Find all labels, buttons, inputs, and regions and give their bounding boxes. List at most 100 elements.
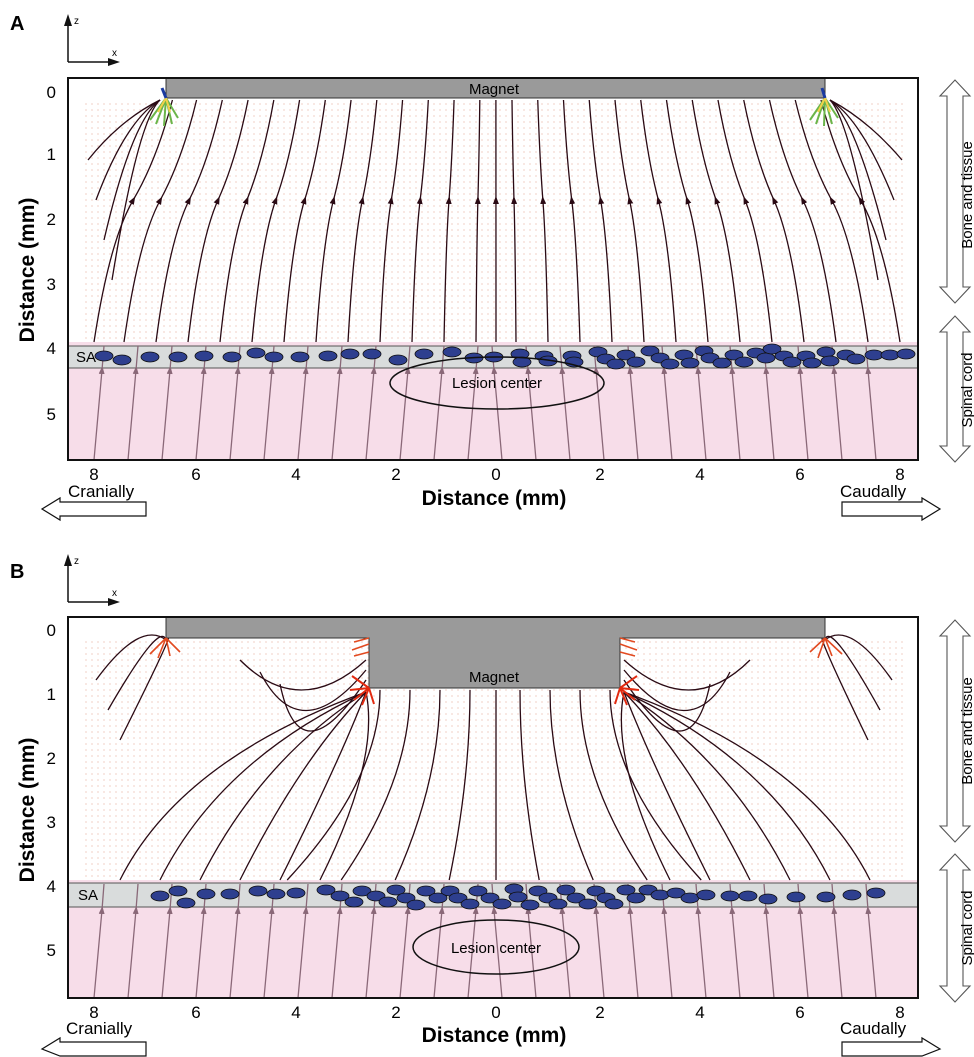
field-dot	[439, 187, 441, 189]
field-dot	[763, 187, 765, 189]
field-dot	[319, 109, 321, 111]
field-dot	[865, 241, 867, 243]
field-dot	[241, 247, 243, 249]
field-dot	[151, 235, 153, 237]
field-dot	[847, 205, 849, 207]
field-dot	[193, 139, 195, 141]
field-dot	[655, 127, 657, 129]
field-dot	[205, 127, 207, 129]
field-dot	[685, 109, 687, 111]
field-dot	[679, 241, 681, 243]
field-dot	[439, 145, 441, 147]
field-dot	[193, 181, 195, 183]
field-dot	[349, 295, 351, 297]
field-dot	[391, 265, 393, 267]
field-dot	[877, 199, 879, 201]
field-dot	[133, 175, 135, 177]
field-dot	[697, 307, 699, 309]
field-dot	[679, 289, 681, 291]
field-dot	[91, 229, 93, 231]
field-dot	[775, 121, 777, 123]
field-dot	[295, 313, 297, 315]
field-dot	[661, 157, 663, 159]
field-dot	[97, 181, 99, 183]
field-dot	[463, 187, 465, 189]
field-dot	[571, 301, 573, 303]
field-dot	[751, 121, 753, 123]
field-dot	[697, 217, 699, 219]
field-dot	[403, 115, 405, 117]
field-dot	[379, 235, 381, 237]
field-dot	[397, 301, 399, 303]
field-dot	[541, 109, 543, 111]
field-dot	[499, 127, 501, 129]
field-dot	[361, 247, 363, 249]
field-dot	[583, 145, 585, 147]
field-dot	[97, 133, 99, 135]
field-dot	[229, 241, 231, 243]
field-dot	[523, 199, 525, 201]
field-dot	[487, 253, 489, 255]
field-dot	[97, 157, 99, 159]
field-dot	[553, 247, 555, 249]
field-dot	[247, 175, 249, 177]
field-dot	[799, 217, 801, 219]
field-dot	[727, 289, 729, 291]
field-dot	[643, 211, 645, 213]
field-dot	[559, 103, 561, 105]
field-dot	[103, 121, 105, 123]
field-dot	[487, 145, 489, 147]
field-dot	[271, 169, 273, 171]
field-dot	[223, 181, 225, 183]
field-dot	[775, 169, 777, 171]
field-dot	[271, 127, 273, 129]
field-dot	[793, 109, 795, 111]
field-dot	[253, 241, 255, 243]
field-dot	[799, 259, 801, 261]
field-dot	[307, 157, 309, 159]
field-dot	[355, 313, 357, 315]
field-dot	[229, 193, 231, 195]
field-dot	[781, 175, 783, 177]
field-dot	[547, 205, 549, 207]
field-dot	[553, 121, 555, 123]
field-dot	[721, 235, 723, 237]
field-dot	[883, 301, 885, 303]
field-dot	[427, 313, 429, 315]
field-dot	[793, 247, 795, 249]
field-dot	[691, 223, 693, 225]
field-dot	[91, 193, 93, 195]
field-dot	[637, 133, 639, 135]
field-dot	[649, 223, 651, 225]
field-dot	[211, 259, 213, 261]
field-dot	[181, 127, 183, 129]
field-dot	[121, 283, 123, 285]
field-dot	[895, 259, 897, 261]
field-dot	[541, 223, 543, 225]
field-dot	[529, 229, 531, 231]
field-dot	[445, 109, 447, 111]
field-dot	[433, 199, 435, 201]
field-dot	[559, 271, 561, 273]
field-dot	[301, 193, 303, 195]
field-dot	[721, 157, 723, 159]
field-dot	[325, 121, 327, 123]
field-dot	[487, 313, 489, 315]
field-dot	[559, 307, 561, 309]
field-dot	[385, 121, 387, 123]
field-dot	[229, 229, 231, 231]
field-dot	[373, 277, 375, 279]
field-dot	[625, 109, 627, 111]
field-dot	[637, 115, 639, 117]
field-dot	[781, 133, 783, 135]
field-dot	[301, 271, 303, 273]
field-dot	[139, 265, 141, 267]
field-dot	[337, 169, 339, 171]
field-dot	[301, 283, 303, 285]
field-dot	[523, 139, 525, 141]
field-dot	[697, 109, 699, 111]
field-dot	[151, 301, 153, 303]
field-dot	[583, 241, 585, 243]
field-dot	[415, 151, 417, 153]
field-dot	[175, 289, 177, 291]
